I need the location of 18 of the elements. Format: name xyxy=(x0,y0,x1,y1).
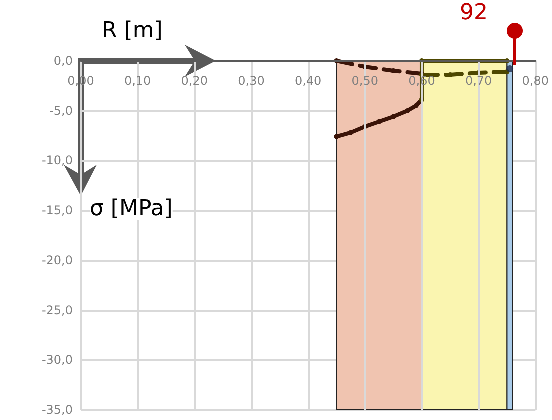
y-axis-title: σ [MPa] xyxy=(90,196,173,222)
x-tick-label: 0,70 xyxy=(465,74,492,88)
text: 92 xyxy=(460,0,488,26)
y-tick-label: 0,0 xyxy=(54,54,73,68)
y-tick-label: -30,0 xyxy=(42,353,73,368)
x-tick-label: 0,50 xyxy=(352,74,379,88)
x-tick-label: 0,10 xyxy=(124,74,152,88)
y-tick-label: -35,0 xyxy=(42,403,73,417)
y-tick-label: -25,0 xyxy=(42,303,73,318)
x-tick-label: 0,40 xyxy=(294,74,322,88)
x-axis-title: R [m] xyxy=(102,18,163,44)
y-tick-label: -5,0 xyxy=(50,104,73,118)
x-tick-label: 0,80 xyxy=(522,74,549,88)
x-tick-label: 0,30 xyxy=(238,74,265,88)
x-tick-label: 0,20 xyxy=(181,74,208,88)
y-tick-label: -15,0 xyxy=(42,204,73,218)
y-tick-label: -20,0 xyxy=(42,253,73,268)
y-tick-label: -10,0 xyxy=(42,154,73,168)
